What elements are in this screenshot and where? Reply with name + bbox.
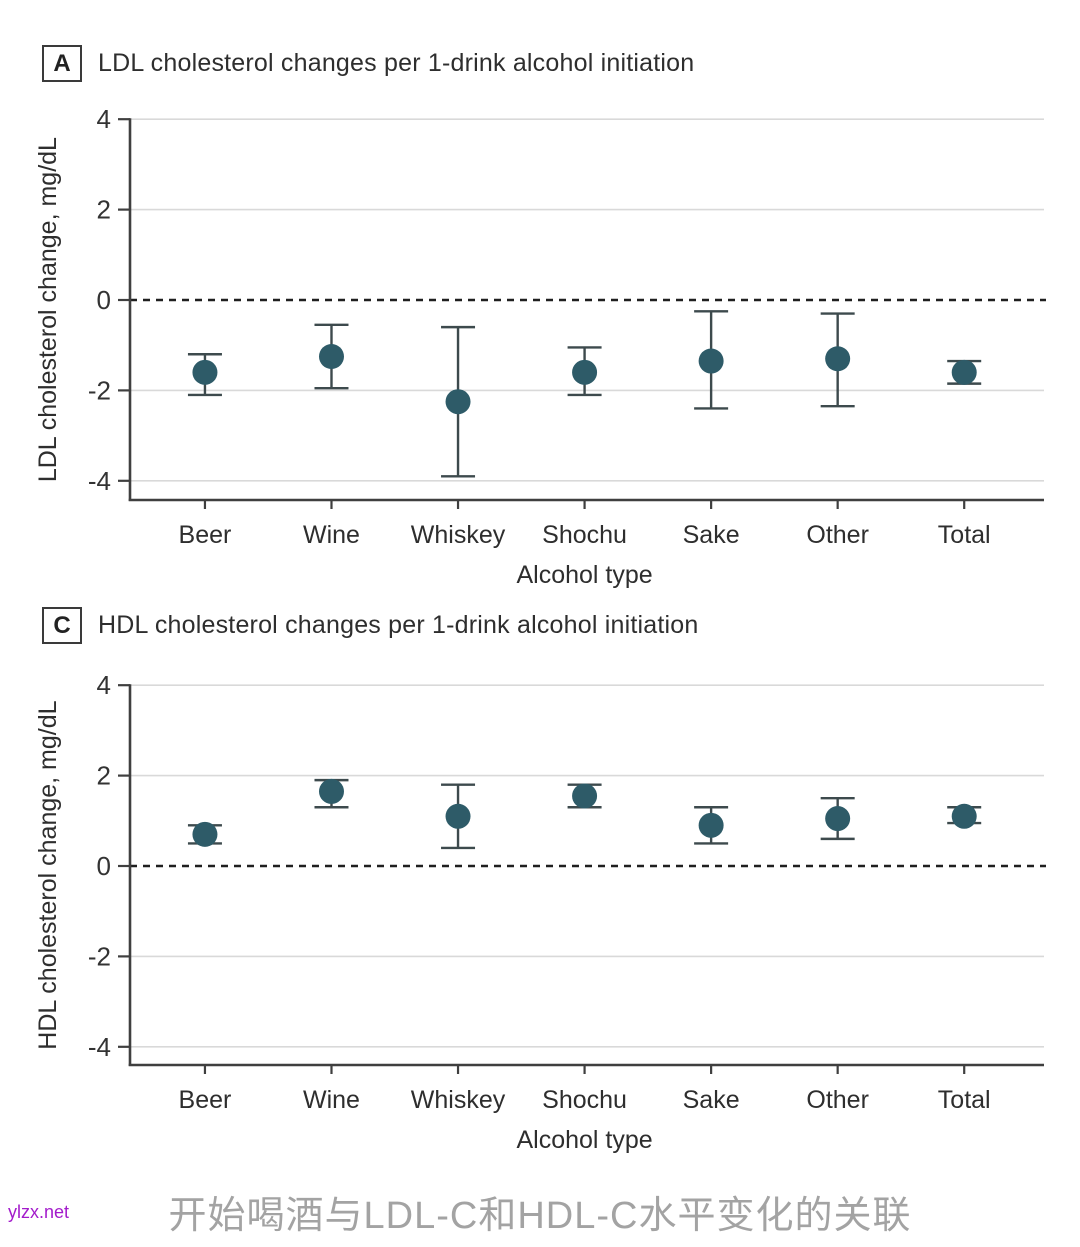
panel-c-data-point-wine — [318, 778, 344, 804]
panel-a-category-label-sake: Sake — [683, 521, 740, 549]
panel-c-ytick-label-0: 0 — [97, 851, 111, 881]
panel-c-y-axis-title: HDL cholesterol change, mg/dL — [34, 700, 62, 1049]
panel-a-category-label-shochu: Shochu — [542, 521, 627, 549]
figure-caption: 开始喝酒与LDL-C和HDL-C水平变化的关联 — [168, 1195, 912, 1237]
panel-c-data-point-total — [951, 803, 977, 829]
panel-a-category-label-total: Total — [938, 521, 991, 549]
panel-a-category-label-beer: Beer — [179, 521, 232, 549]
panel-a-data-point-beer — [192, 359, 218, 385]
panel-c-data-point-shochu — [572, 783, 598, 809]
panel-a-category-label-wine: Wine — [303, 521, 360, 549]
panel-c-title: HDL cholesterol changes per 1-drink alco… — [98, 611, 699, 639]
panel-c-category-label-beer: Beer — [179, 1086, 232, 1114]
panel-a-label-box: A — [42, 45, 82, 82]
panel-a-ytick-label--2: -2 — [88, 375, 111, 405]
panel-a-ytick-label-4: 4 — [97, 104, 111, 134]
panel-c-x-axis-title: Alcohol type — [516, 1126, 652, 1154]
panel-c-ytick-label-2: 2 — [97, 761, 111, 791]
panel-c-data-point-sake — [698, 812, 724, 838]
panel-a-title: LDL cholesterol changes per 1-drink alco… — [98, 49, 695, 77]
panel-a-ytick-label-0: 0 — [97, 285, 111, 315]
panel-a-category-label-other: Other — [806, 521, 869, 549]
panel-c-data-point-other — [825, 806, 851, 832]
panel-a-ytick-label-2: 2 — [97, 195, 111, 225]
panel-c-data-point-beer — [192, 821, 218, 847]
panel-a-data-point-shochu — [572, 359, 598, 385]
panel-a-data-point-sake — [698, 348, 724, 374]
panel-a-data-point-wine — [318, 344, 344, 369]
panel-c-category-label-total: Total — [938, 1086, 991, 1114]
panel-a-data-point-total — [951, 359, 977, 385]
panel-a-data-point-other — [825, 346, 851, 372]
watermark-text: ylzx.net — [8, 1202, 70, 1222]
panel-c-header: C HDL cholesterol changes per 1-drink al… — [42, 607, 698, 644]
panel-c-label-box: C — [42, 607, 82, 644]
panel-a-data-point-whiskey — [445, 389, 471, 415]
panel-c-category-label-shochu: Shochu — [542, 1086, 627, 1114]
panel-c-category-label-wine: Wine — [303, 1086, 360, 1114]
panel-a-ytick-label--4: -4 — [88, 466, 111, 496]
panel-c-ytick-label-4: 4 — [97, 670, 111, 700]
panel-c-category-label-sake: Sake — [683, 1086, 740, 1114]
panel-a-category-label-whiskey: Whiskey — [411, 521, 506, 549]
panel-c-category-label-whiskey: Whiskey — [411, 1086, 506, 1114]
panel-c-category-label-other: Other — [806, 1086, 869, 1114]
panel-c-ytick-label--2: -2 — [88, 941, 111, 971]
panel-a-header: A LDL cholesterol changes per 1-drink al… — [42, 45, 694, 82]
panel-a-y-axis-title: LDL cholesterol change, mg/dL — [34, 137, 62, 482]
panel-c-data-point-whiskey — [445, 803, 471, 829]
panel-c-ytick-label--4: -4 — [88, 1032, 111, 1062]
panel-a-x-axis-title: Alcohol type — [516, 561, 652, 589]
